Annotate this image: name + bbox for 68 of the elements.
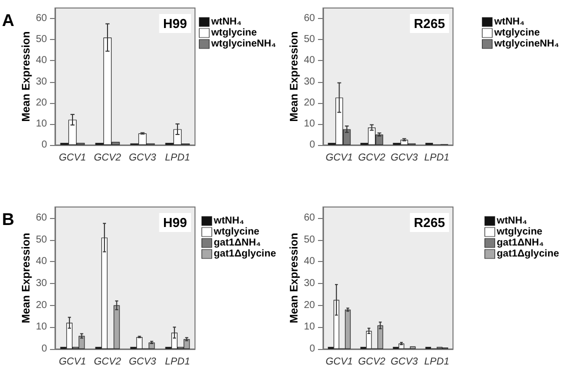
x-tick-label: GCV1	[326, 356, 353, 368]
x-tick-label: GCV1	[58, 152, 86, 164]
y-axis-title: Mean Expression	[288, 30, 300, 122]
legend-label: gat1ΔNH₄	[496, 238, 544, 248]
y-tick-label: 10	[304, 322, 316, 333]
y-tick-label: 50	[36, 234, 48, 246]
y-tick-label: 10	[36, 118, 48, 130]
x-tick-label: GCV3	[128, 152, 157, 164]
x-tick-label: GCV1	[58, 356, 86, 368]
y-tick-label: 30	[304, 76, 316, 88]
legend-label: wtNH₄	[496, 216, 528, 226]
y-axis-title: Mean Expression	[20, 232, 32, 324]
y-tick-label: 60	[304, 13, 316, 24]
y-tick-label: 60	[36, 13, 48, 24]
y-tick-label: 10	[304, 118, 316, 130]
y-tick-label: 40	[304, 55, 316, 66]
x-tick-label: LPD1	[164, 152, 190, 164]
legend-label: wtglycine	[212, 226, 260, 238]
y-tick-label: 20	[36, 97, 48, 108]
legend-label: wtNH₄	[212, 216, 244, 226]
text: H99	[163, 215, 188, 230]
legend-label: wtglycine	[493, 28, 540, 38]
y-tick-label: 20	[36, 300, 48, 311]
x-tick-label: GCV3	[128, 356, 157, 368]
y-tick-label: 50	[304, 34, 316, 46]
y-tick-label: 40	[36, 256, 48, 268]
y-tick-label: 30	[304, 278, 316, 289]
y-tick-label: 50	[304, 234, 316, 246]
y-tick-label: 30	[36, 76, 48, 88]
y-tick-label: 10	[36, 322, 48, 333]
x-tick-label: GCV2	[358, 152, 386, 164]
y-tick-label: 60	[304, 212, 316, 224]
x-tick-label: LPD1	[164, 356, 190, 368]
x-tick-label: LPD1	[424, 152, 450, 164]
legend-label: wtNH₄	[210, 16, 242, 28]
legend-label: wtglycineNH₄	[493, 38, 560, 50]
y-tick-label: 0	[309, 344, 316, 354]
y-tick-label: 30	[36, 278, 48, 289]
y-tick-label: 0	[41, 344, 48, 354]
y-tick-label: 20	[304, 300, 316, 311]
x-tick-label: GCV2	[94, 356, 122, 368]
y-tick-label: 20	[304, 97, 316, 108]
x-tick-label: GCV2	[358, 356, 386, 368]
y-tick-label: 50	[36, 34, 48, 46]
y-tick-label: 60	[36, 212, 48, 224]
legend-label: gat1Δglycine	[214, 248, 276, 260]
x-tick-label: GCV3	[390, 152, 418, 164]
y-axis-title: Mean Expression	[288, 232, 300, 324]
text: R265	[414, 215, 445, 230]
legend-label: wtNH₄	[493, 16, 525, 28]
y-tick-label: 40	[304, 256, 316, 268]
x-tick-label: GCV3	[390, 356, 418, 368]
x-tick-label: GCV1	[326, 152, 353, 164]
legend-label: wtglycineNH₄	[210, 38, 276, 50]
text: B	[2, 210, 14, 229]
x-tick-label: LPD1	[424, 356, 450, 368]
y-axis-title: Mean Expression	[20, 30, 32, 122]
y-tick-label: 0	[41, 140, 48, 150]
y-tick-label: 0	[309, 140, 316, 150]
legend-label: gat1Δglycine	[496, 248, 560, 260]
text: A	[2, 11, 14, 30]
legend-label: wtglycine	[496, 226, 543, 238]
y-tick-label: 40	[36, 55, 48, 66]
text: R265	[414, 16, 445, 31]
legend-label: wtglycine	[210, 28, 258, 38]
text: H99	[163, 16, 188, 31]
legend-label: gat1ΔNH₄	[214, 238, 261, 248]
x-tick-label: GCV2	[94, 152, 122, 164]
